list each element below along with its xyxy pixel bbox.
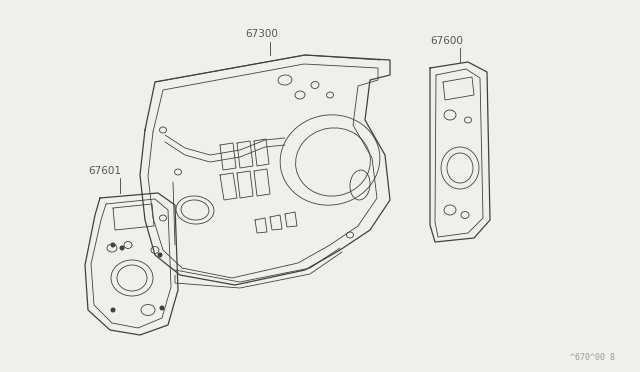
Circle shape	[111, 243, 115, 247]
Text: ^670^00 8: ^670^00 8	[570, 353, 615, 362]
Circle shape	[157, 253, 163, 257]
Polygon shape	[430, 62, 490, 242]
Circle shape	[111, 308, 115, 312]
Text: 67601: 67601	[88, 166, 121, 176]
Polygon shape	[140, 55, 390, 285]
Circle shape	[120, 246, 125, 250]
Circle shape	[159, 305, 164, 311]
Text: 67300: 67300	[245, 29, 278, 39]
Polygon shape	[85, 193, 178, 335]
Text: 67600: 67600	[430, 36, 463, 46]
